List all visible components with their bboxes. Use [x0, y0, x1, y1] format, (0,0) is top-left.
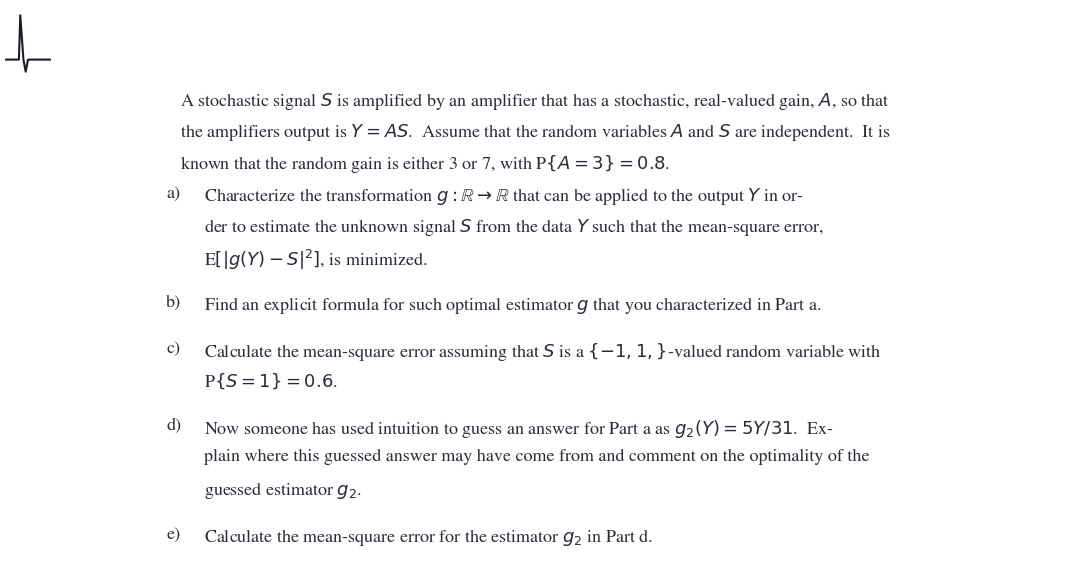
- Text: e): e): [166, 527, 181, 542]
- Text: plain where this guessed answer may have come from and comment on the optimality: plain where this guessed answer may have…: [203, 449, 870, 465]
- Text: the amplifiers output is $Y = AS$.  Assume that the random variables $A$ and $S$: the amplifiers output is $Y = AS$. Assum…: [181, 122, 891, 143]
- Text: Calculate the mean-square error for the estimator $g_2$ in Part d.: Calculate the mean-square error for the …: [203, 527, 653, 548]
- Text: Now someone has used intuition to guess an answer for Part a as $g_2(Y) = 5Y/31$: Now someone has used intuition to guess …: [203, 418, 833, 440]
- Text: a): a): [166, 186, 181, 202]
- Text: known that the random gain is either 3 or 7, with P$\{A = 3\} = 0.8$.: known that the random gain is either 3 o…: [181, 153, 671, 175]
- Text: Find an explicit formula for such optimal estimator $g$ that you characterized i: Find an explicit formula for such optima…: [203, 295, 821, 315]
- Text: E$[|g(Y) - S|^2]$, is minimized.: E$[|g(Y) - S|^2]$, is minimized.: [203, 249, 427, 273]
- Text: P$\{S = 1\} = 0.6$.: P$\{S = 1\} = 0.6$.: [203, 372, 338, 392]
- Text: d): d): [166, 418, 182, 434]
- Text: guessed estimator $g_2$.: guessed estimator $g_2$.: [203, 480, 361, 502]
- Text: Characterize the transformation $g : \mathbb{R} \rightarrow \mathbb{R}$ that can: Characterize the transformation $g : \ma…: [203, 186, 803, 207]
- Text: A stochastic signal $S$ is amplified by an amplifier that has a stochastic, real: A stochastic signal $S$ is amplified by …: [181, 91, 890, 112]
- Text: c): c): [166, 341, 181, 357]
- Text: der to estimate the unknown signal $S$ from the data $Y$ such that the mean-squa: der to estimate the unknown signal $S$ f…: [203, 217, 823, 238]
- Text: b): b): [166, 295, 182, 311]
- Text: Calculate the mean-square error assuming that $S$ is a $\{-1, 1, \}$-valued rand: Calculate the mean-square error assuming…: [203, 341, 882, 363]
